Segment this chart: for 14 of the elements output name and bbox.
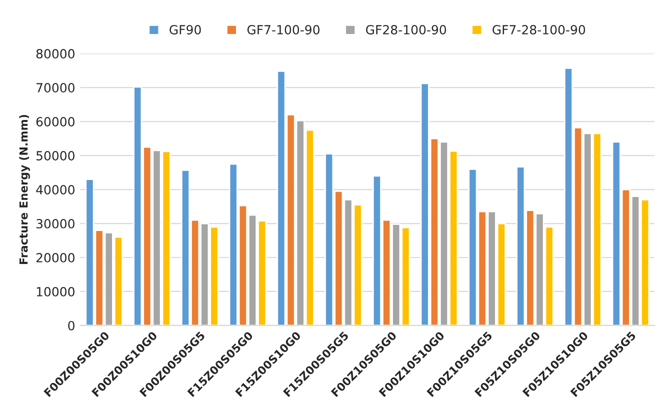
y-tick-label: 70000: [36, 83, 74, 92]
legend-label: GF7-28-100-90: [492, 24, 586, 34]
legend-label: GF7-100-90: [247, 24, 320, 34]
y-axis-title: Fracture Energy (N.mm): [19, 114, 30, 264]
y-tick-label: 20000: [36, 252, 74, 262]
legend-label: GF28-100-90: [366, 24, 446, 34]
y-tick-label: 50000: [36, 151, 74, 160]
y-tick-label: 80000: [36, 49, 74, 58]
y-tick-label: 30000: [36, 218, 74, 228]
y-tick-label: 10000: [36, 286, 74, 296]
legend-label: GF90: [170, 24, 201, 34]
y-tick-label: 60000: [36, 117, 74, 126]
y-tick-label: 40000: [36, 184, 74, 194]
y-tick-label: 0: [68, 320, 74, 330]
